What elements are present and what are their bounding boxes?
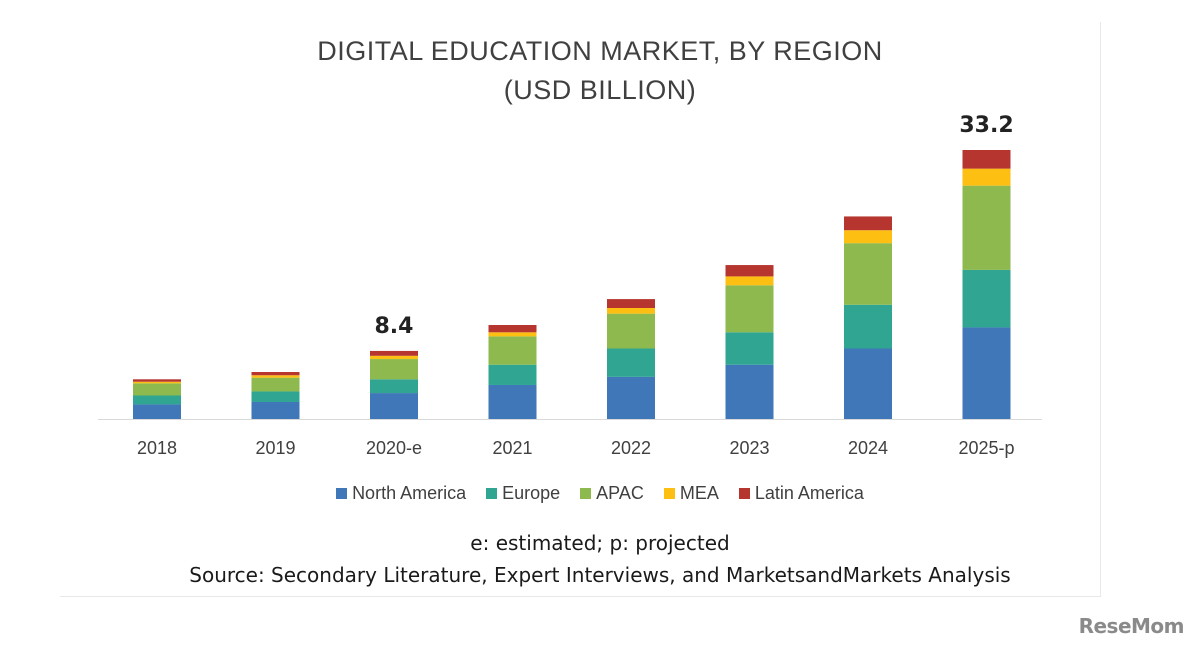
bar-segment (725, 285, 774, 333)
bar-segment (962, 168, 1011, 186)
bar-segment (370, 350, 418, 356)
bar-segment (725, 265, 774, 277)
legend-label: MEA (679, 483, 719, 503)
bar-total-label: 33.2 (959, 113, 1013, 138)
bar-segment (607, 313, 655, 349)
x-tick-label: 2023 (729, 438, 769, 458)
chart-legend: North America Europe APAC MEA Latin America (0, 483, 1200, 504)
bar-segment (370, 355, 418, 360)
legend-item: APAC (580, 483, 644, 504)
bar-segment (251, 391, 300, 402)
x-tick-label: 2022 (611, 438, 651, 458)
legend-swatch (738, 488, 750, 499)
bar-segment (962, 185, 1011, 270)
chart-title: DIGITAL EDUCATION MARKET, BY REGION (317, 36, 883, 66)
footnote: e: estimated; p: projected (470, 531, 730, 555)
bar-segment (725, 332, 774, 365)
bar-segment (488, 384, 537, 419)
bar-segment (370, 379, 418, 394)
bar-segment (725, 276, 774, 286)
x-tick-label: 2020-e (366, 438, 422, 458)
bar-segment (844, 304, 892, 349)
bar-segment (488, 336, 537, 365)
legend-label: North America (352, 483, 467, 503)
bar-segment (251, 377, 300, 392)
x-tick-label: 2024 (848, 438, 888, 458)
x-tick-label: 2019 (255, 438, 295, 458)
source-note: Source: Secondary Literature, Expert Int… (189, 563, 1011, 587)
legend-item: MEA (663, 483, 719, 504)
bar-segment (607, 299, 655, 308)
legend-label: Europe (502, 483, 561, 503)
bar-segment (844, 348, 892, 419)
bar-segment (251, 375, 300, 378)
watermark-logo: ReseMom (1078, 614, 1185, 638)
bar-segment (133, 395, 181, 405)
legend-label: Latin America (754, 483, 864, 503)
bar-segment (133, 404, 181, 419)
bar-segment (844, 216, 892, 231)
legend-swatch (663, 488, 675, 499)
legend-item: Europe (486, 483, 560, 504)
bar-total-label: 8.4 (375, 314, 414, 339)
bar-segment (370, 393, 418, 419)
bar-segment (251, 401, 300, 419)
legend-swatch (486, 488, 498, 499)
bar-segment (133, 379, 181, 382)
bar-segment (725, 364, 774, 419)
bar-segment (488, 364, 537, 385)
x-tick-label: 2025-p (958, 438, 1014, 458)
x-tick-label: 2018 (137, 438, 177, 458)
bar-segment (962, 327, 1011, 419)
bar-segment (962, 269, 1011, 328)
bar-segment (133, 383, 181, 396)
bar-segment (488, 332, 537, 337)
bar-segment (370, 359, 418, 380)
bar-segment (251, 372, 300, 376)
bar-segment (133, 381, 181, 384)
legend-swatch (580, 488, 592, 499)
bar-segment (488, 325, 537, 333)
legend-label: APAC (596, 483, 644, 503)
bar-segment (607, 348, 655, 377)
bar-segment (844, 243, 892, 305)
legend-item: North America (336, 483, 466, 504)
bar-segment (607, 376, 655, 419)
x-tick-label: 2021 (492, 438, 532, 458)
legend-item: Latin America (738, 483, 864, 504)
bar-segment (844, 230, 892, 244)
legend-swatch (336, 488, 348, 499)
bar-segment (607, 307, 655, 314)
chart-subtitle: (USD BILLION) (503, 75, 697, 105)
chart-card (60, 22, 1101, 597)
bar-segment (962, 150, 1011, 169)
